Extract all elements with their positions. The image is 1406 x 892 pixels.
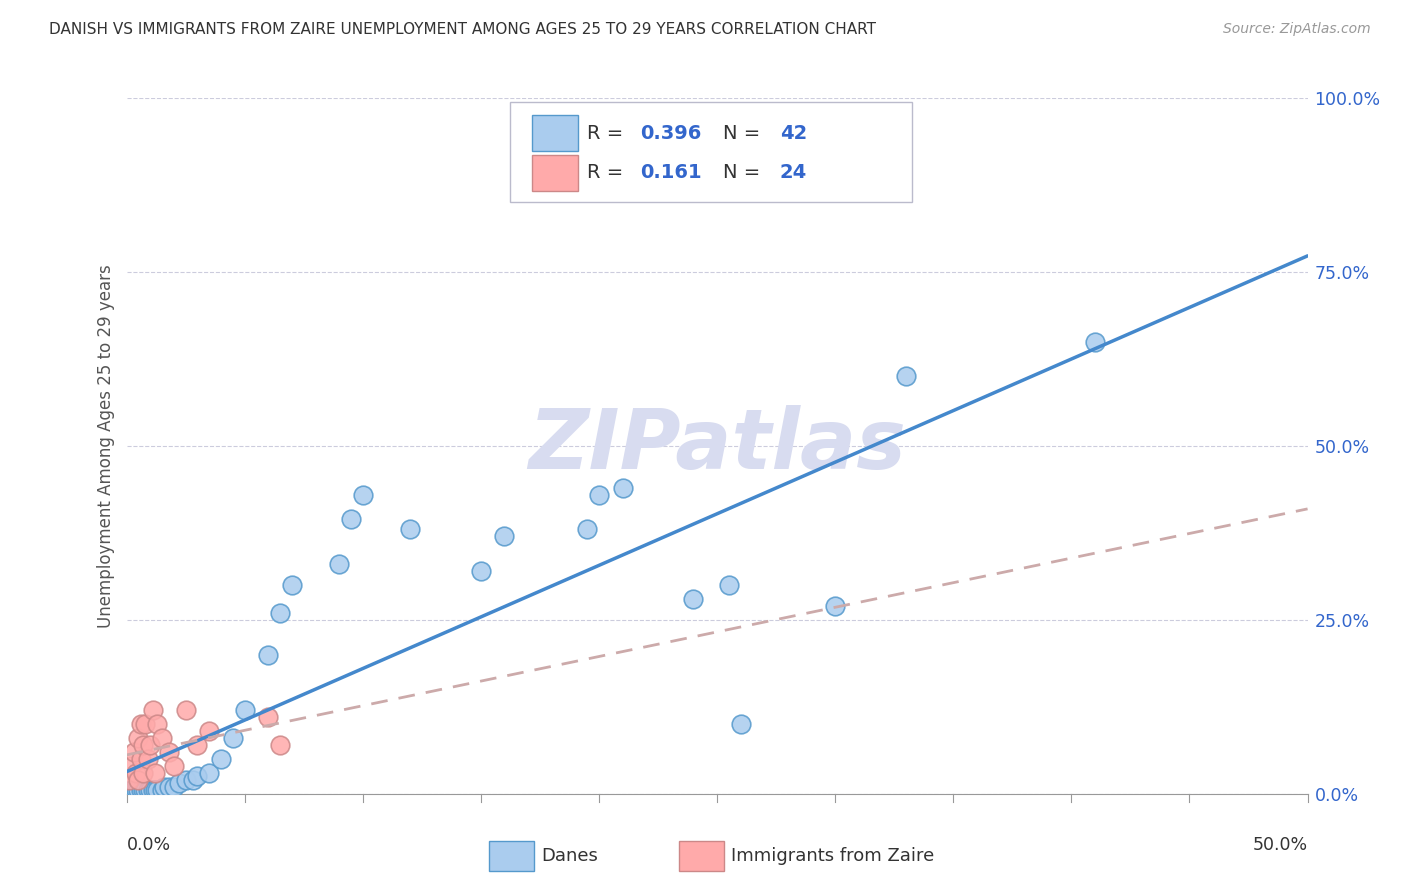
Point [127,783,149,797]
Text: 0.0%: 0.0% [127,836,170,854]
FancyBboxPatch shape [531,115,578,152]
Point [588,488,610,502]
Point [494,529,516,543]
Point [139,738,162,752]
Point [1084,334,1107,349]
Point [146,717,169,731]
FancyBboxPatch shape [531,154,578,191]
Point [576,523,599,537]
Text: 50.0%: 50.0% [1253,836,1308,854]
Text: N =: N = [723,124,766,143]
Text: Source: ZipAtlas.com: Source: ZipAtlas.com [1223,22,1371,37]
Point [894,369,917,384]
Point [141,703,163,717]
FancyBboxPatch shape [510,102,912,202]
Point [150,731,173,746]
Point [181,772,204,787]
Point [352,488,374,502]
Text: Immigrants from Zaire: Immigrants from Zaire [731,847,935,865]
Text: R =: R = [588,124,630,143]
Point [470,564,492,578]
Text: Danes: Danes [541,847,598,865]
Point [132,766,155,780]
Point [198,724,221,739]
Point [682,592,704,607]
Point [134,717,156,731]
Y-axis label: Unemployment Among Ages 25 to 29 years: Unemployment Among Ages 25 to 29 years [97,264,115,628]
Point [209,752,232,766]
Point [127,772,149,787]
Point [134,783,156,797]
Point [399,523,422,537]
Point [328,558,350,572]
Point [730,717,752,731]
Point [163,780,186,794]
Point [257,648,280,662]
Point [125,766,148,780]
Point [127,731,149,746]
Text: 24: 24 [780,163,807,182]
Point [198,766,221,780]
Point [122,783,145,797]
Point [129,783,152,797]
Text: DANISH VS IMMIGRANTS FROM ZAIRE UNEMPLOYMENT AMONG AGES 25 TO 29 YEARS CORRELATI: DANISH VS IMMIGRANTS FROM ZAIRE UNEMPLOY… [49,22,876,37]
Text: 42: 42 [780,124,807,143]
Text: 0.161: 0.161 [640,163,702,182]
Point [132,783,155,797]
Point [612,481,634,495]
Point [122,745,145,759]
Point [120,759,142,773]
Point [157,780,180,794]
Point [132,738,155,752]
Point [222,731,245,746]
Point [257,710,280,724]
Point [233,703,256,717]
Point [269,738,291,752]
Point [269,606,291,620]
Point [157,745,180,759]
Point [120,783,142,797]
Point [281,578,304,592]
Point [118,772,141,787]
Point [163,759,186,773]
Point [174,772,197,787]
Point [340,512,363,526]
Text: R =: R = [588,163,636,182]
Point [153,780,176,794]
Text: 0.396: 0.396 [640,124,702,143]
Point [186,738,208,752]
Point [143,766,166,780]
Point [129,752,152,766]
Text: ZIPatlas: ZIPatlas [529,406,905,486]
Point [129,717,152,731]
Point [824,599,846,613]
Text: N =: N = [723,163,766,182]
Point [186,769,208,784]
Point [717,578,740,592]
Point [136,783,159,797]
Point [141,783,163,797]
Point [146,783,169,797]
Point [174,703,197,717]
Point [167,776,190,790]
Point [143,783,166,797]
Point [125,783,148,797]
Point [139,783,162,797]
Point [150,783,173,797]
Point [136,752,159,766]
